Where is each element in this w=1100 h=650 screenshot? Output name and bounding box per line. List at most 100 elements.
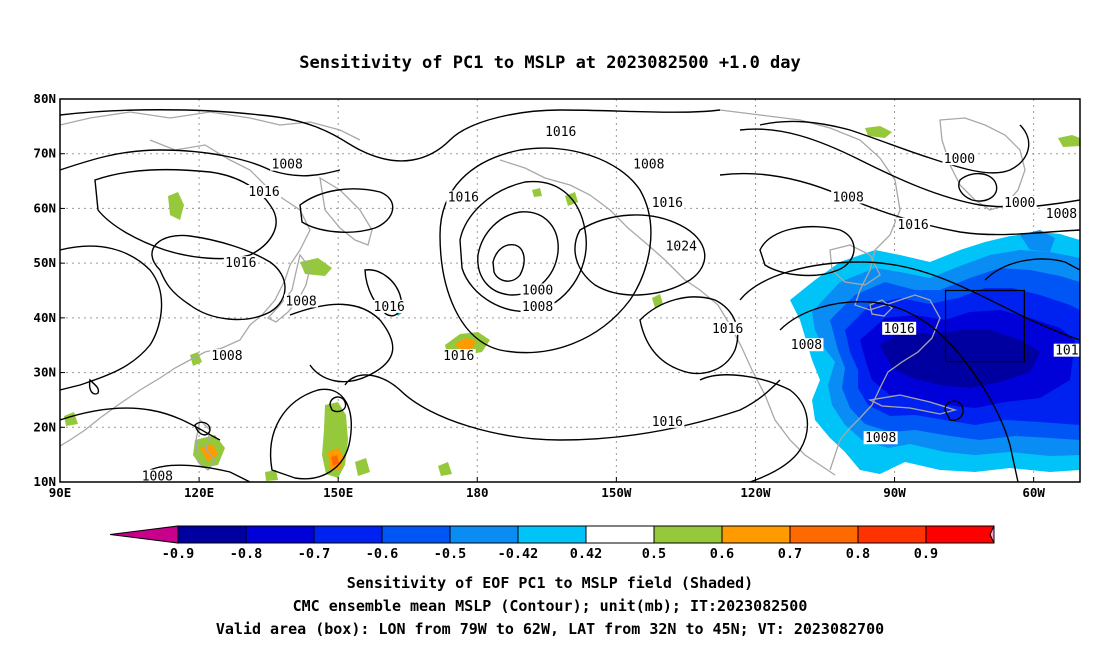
contour-line (60, 245, 163, 391)
contour-line (60, 407, 221, 441)
contour-line (719, 172, 1080, 236)
contour-label: 1016 (652, 415, 683, 430)
contour-label: 1016 (374, 300, 405, 315)
longitude-tick-label: 120W (740, 485, 771, 500)
contour-label: 1024 (666, 240, 697, 255)
contour-label-background (942, 152, 977, 166)
longitude-tick-label: 90W (883, 485, 906, 500)
map-frame (59, 98, 1081, 483)
contour-line (759, 120, 1030, 174)
longitude-tick-label: 90E (49, 485, 72, 500)
contour-line (639, 296, 739, 374)
contour-label: 1016 (443, 349, 474, 364)
contour-line (984, 258, 1080, 281)
figure-title: Sensitivity of PC1 to MSLP at 2023082500… (299, 53, 801, 73)
shading-green (865, 126, 892, 138)
coastline-kamchatka (319, 176, 373, 246)
contour-label: 1016 (225, 256, 256, 271)
colorbar-segment (789, 525, 859, 544)
longitude-ticks: 90E 120E 150E 180 150W 120W 90W 60W (49, 477, 1045, 500)
contour-label: 1000 (1004, 196, 1035, 211)
contour-label: 1008 (791, 338, 822, 353)
contour-line (459, 180, 587, 313)
colorbar-label: 0.42 (570, 546, 603, 562)
contour-line (149, 464, 251, 482)
contour-label: 1016 (884, 322, 915, 337)
shading-green (438, 462, 452, 476)
longitude-tick-label: 150E (323, 485, 353, 500)
contour-line (439, 147, 652, 354)
contour-label-background (1002, 195, 1037, 209)
colorbar-label: -0.8 (230, 546, 263, 562)
shading-green (168, 192, 184, 220)
map-content: 1016 1008 1016 1016 1008 1000 1008 1016 1000 1008… (60, 99, 1086, 485)
contour-label-background (863, 431, 898, 445)
coastline-north-america (719, 109, 941, 471)
coastline-great-lakes (869, 299, 893, 317)
contour-line (958, 173, 998, 202)
contour-line (574, 214, 706, 296)
contour-line (699, 374, 809, 482)
contour-line (477, 211, 559, 296)
colorbar-label: 0.8 (846, 546, 870, 562)
contour-label: 1008 (522, 300, 553, 315)
contour-line (194, 421, 211, 436)
shading-green (355, 458, 370, 476)
shading-dark-orange (331, 455, 339, 466)
contour-label: 1016 (712, 322, 743, 337)
latitude-tick-label: 40N (33, 310, 56, 325)
contour-line (944, 400, 964, 422)
contour-label-background (140, 469, 175, 482)
contour-line (151, 234, 286, 321)
contour-label-background (441, 349, 476, 363)
contour-label-background (543, 124, 578, 138)
colorbar-label: -0.7 (298, 546, 331, 562)
colorbar-label: 0.5 (642, 546, 666, 562)
colorbar-segment (653, 525, 723, 544)
colorbar-label: -0.6 (366, 546, 399, 562)
colorbar-segment (585, 525, 655, 544)
contour-label: 1008 (211, 349, 242, 364)
contour-line (94, 168, 277, 260)
contour-labels: 1016 1008 1016 1016 1008 1000 1008 1016 1000 1008… (140, 124, 1086, 485)
map: 1016 1008 1016 1016 1008 1000 1008 1016 1000 1008… (33, 91, 1086, 500)
latitude-tick-label: 10N (33, 474, 56, 489)
contour-label: 1008 (285, 294, 316, 309)
shading-orange (455, 338, 476, 350)
valid-area-box (944, 289, 1025, 363)
longitude-tick-label: 150W (601, 485, 632, 500)
colorbar-segment (857, 525, 927, 544)
coastline-philippines (195, 418, 216, 471)
longitude-tick-label: 60W (1022, 485, 1045, 500)
contour-label: 1016 (448, 190, 479, 205)
contour-label: 1000 (944, 152, 975, 167)
contour-line (344, 374, 781, 441)
latitude-tick-label: 60N (33, 200, 56, 215)
contour-label-background (1044, 206, 1079, 220)
contour-label: 1016 (652, 196, 683, 211)
contour-label: 1008 (633, 158, 664, 173)
contour-label-background (896, 217, 931, 231)
contour-label: 1008 (142, 470, 173, 485)
caption-line-1: Sensitivity of EOF PC1 to MSLP field (Sh… (347, 574, 753, 592)
contour-line (88, 378, 100, 395)
colorbar: -0.9 -0.8 -0.7 -0.6 -0.5 -0.42 0.42 0.5 0.6 0.7 0.… (109, 525, 995, 562)
contour-label-background (520, 283, 555, 297)
latitude-tick-label: 80N (33, 91, 56, 106)
shading-green (532, 188, 542, 197)
latitude-tick-label: 20N (33, 419, 56, 434)
latitude-ticks: 80N 70N 60N 50N 40N 30N 20N 10N (33, 91, 65, 489)
shading-green (300, 258, 332, 276)
contour-label: 1016 (1055, 344, 1086, 359)
caption-line-2: CMC ensemble mean MSLP (Contour); unit(m… (293, 597, 808, 615)
contour-line (60, 149, 341, 177)
coastline-japan (266, 253, 311, 323)
contour-label-background (284, 294, 319, 308)
contour-label: 1008 (865, 431, 896, 446)
contour-label-background (710, 321, 745, 335)
contour-label: 1008 (833, 190, 864, 205)
colorbar-label: 0.7 (778, 546, 802, 562)
contour-line (759, 225, 855, 277)
colorbar-segment (517, 525, 587, 544)
